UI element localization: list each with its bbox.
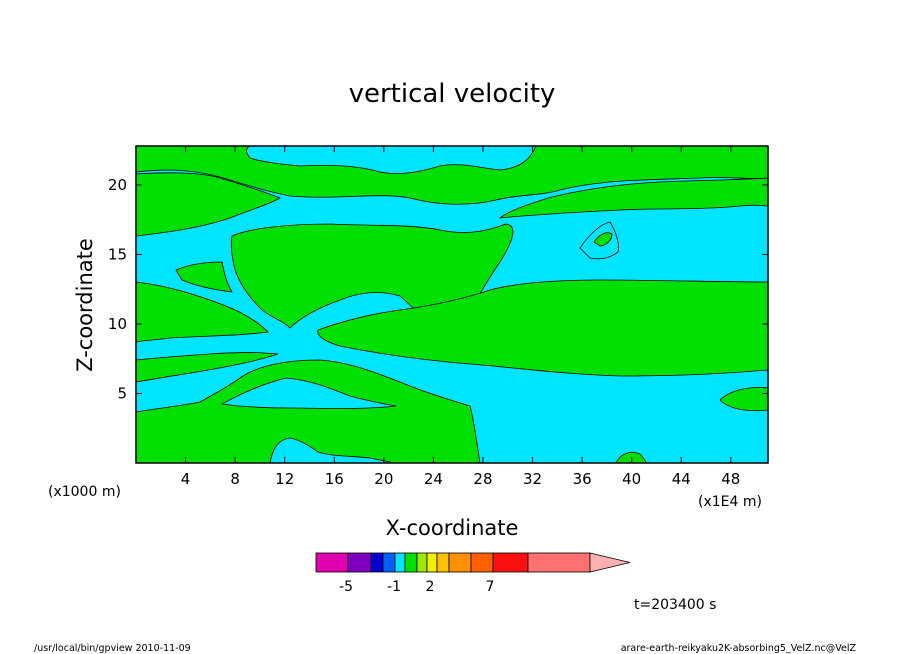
colorbar-swatch xyxy=(492,552,529,573)
downdraft-pocket-bottom xyxy=(269,437,395,463)
colorbar-swatch xyxy=(426,552,438,573)
x-tick-label: 44 xyxy=(672,470,691,488)
colorbar xyxy=(315,552,631,573)
footer-right: arare-earth-reikyaku2K-absorbing5_VelZ.n… xyxy=(621,643,857,654)
colorbar-swatch xyxy=(470,552,494,573)
colorbar-swatch xyxy=(370,552,384,573)
x-tick-label: 28 xyxy=(473,470,492,488)
x-unit-left: (x1000 m) xyxy=(48,484,121,500)
y-tick-label: 20 xyxy=(108,176,127,194)
x-tick-label: 12 xyxy=(275,470,294,488)
colorbar-swatch xyxy=(315,552,349,573)
plot-frame xyxy=(135,145,769,464)
colorbar-swatch xyxy=(527,552,591,573)
updraft-region-left-bottom xyxy=(136,359,481,463)
updraft-cell-small xyxy=(593,232,613,247)
y-axis-title: Z-coordinate xyxy=(73,238,97,372)
colorbar-swatch xyxy=(404,552,418,573)
y-tick-label: 15 xyxy=(108,245,127,263)
time-label: t=203400 s xyxy=(634,597,716,613)
colorbar-swatch xyxy=(382,552,396,573)
colorbar-swatch xyxy=(416,552,428,573)
updraft-region-left-low xyxy=(136,352,279,383)
x-tick-label: 36 xyxy=(573,470,592,488)
x-axis-title: X-coordinate xyxy=(386,516,519,540)
updraft-region-right-bottom xyxy=(719,387,768,412)
chart-title: vertical velocity xyxy=(349,79,556,109)
colorbar-swatch xyxy=(394,552,406,573)
x-tick-label: 24 xyxy=(424,470,443,488)
x-unit-right: (x1E4 m) xyxy=(698,494,762,510)
x-tick-label: 8 xyxy=(230,470,240,488)
colorbar-label: 2 xyxy=(426,579,435,595)
footer-left: /usr/local/bin/gpview 2010-11-09 xyxy=(34,643,191,654)
x-tick-label: 4 xyxy=(181,470,191,488)
updraft-region-top xyxy=(136,146,768,205)
y-tick-label: 5 xyxy=(117,384,127,402)
x-tick-label: 32 xyxy=(523,470,542,488)
updraft-region-upper-left xyxy=(136,172,281,237)
colorbar-labels: -5 -1 2 7 xyxy=(339,579,494,595)
plot-area xyxy=(135,145,769,464)
x-tick-label: 16 xyxy=(325,470,344,488)
x-tick-label: 48 xyxy=(721,470,740,488)
colorbar-swatch xyxy=(436,552,450,573)
x-tick-label: 20 xyxy=(374,470,393,488)
colorbar-swatch xyxy=(347,552,372,573)
colorbar-arrow xyxy=(589,552,631,573)
contour-fills xyxy=(136,146,768,463)
x-tick-label: 40 xyxy=(622,470,641,488)
downdraft-pocket-lower xyxy=(220,377,397,409)
colorbar-label: -5 xyxy=(339,579,353,595)
updraft-cell-bottom-right xyxy=(615,452,647,463)
axis-ticks xyxy=(136,146,768,463)
updraft-region-left-mid xyxy=(136,281,269,343)
colorbar-label: -1 xyxy=(387,579,401,595)
colorbar-swatch xyxy=(448,552,472,573)
y-tick-label: 10 xyxy=(108,315,127,333)
updraft-region-upper-right xyxy=(498,177,768,219)
colorbar-label: 7 xyxy=(486,579,495,595)
updraft-region-left-small xyxy=(175,261,233,293)
